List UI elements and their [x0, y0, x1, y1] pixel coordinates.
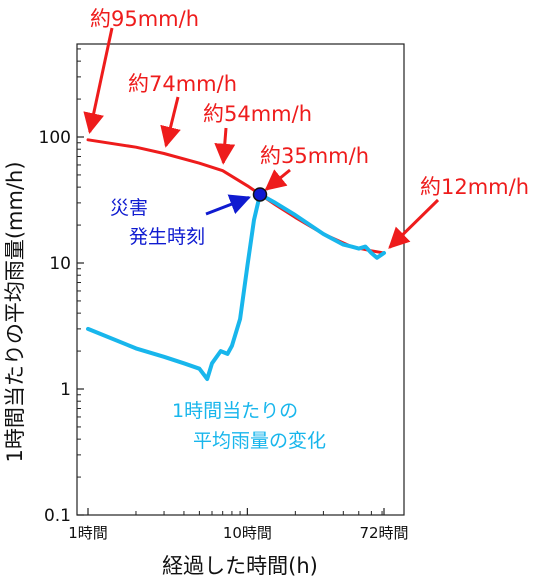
- y-tick-label: 10: [49, 254, 71, 274]
- annotation-arrow: [214, 127, 236, 165]
- series-label: 平均雨量の変化: [193, 430, 326, 452]
- annotation-label: 約12mm/h: [420, 175, 529, 199]
- y-tick-label: 100: [39, 128, 71, 148]
- series-line-blue: [86, 192, 386, 381]
- axes: 0.1 1 10 100 1時間 10時間 72時間: [39, 48, 409, 542]
- x-tick-label: 72時間: [359, 524, 408, 542]
- event-marker: [252, 187, 268, 202]
- annotation-arrow: [83, 27, 114, 135]
- annotation-label: 約95mm/h: [90, 7, 199, 31]
- annotation-arrow: [160, 96, 181, 148]
- y-tick-label: 1: [60, 380, 71, 400]
- event-label: 発生時刻: [129, 226, 205, 248]
- annotations: 約95mm/h 約74mm/h 約54mm/h 約35mm/h 約12mm/h 災害発生時…: [83, 7, 529, 452]
- annotation-label: 約54mm/h: [203, 102, 312, 126]
- annotation-label: 約35mm/h: [260, 144, 369, 168]
- annotation-label: 約74mm/h: [128, 72, 237, 96]
- series-lines: [86, 138, 386, 381]
- annotation-arrow: [388, 198, 440, 249]
- event-label: 災害: [110, 197, 148, 219]
- x-tick-label: 10時間: [223, 524, 272, 542]
- x-axis-label: 経過した時間(h): [162, 554, 318, 578]
- y-axis-label: 1時間当たりの平均雨量(mm/h): [3, 161, 27, 462]
- y-tick-label: 0.1: [44, 506, 71, 526]
- event-arrow: [205, 194, 251, 216]
- annotation-arrow: [264, 168, 291, 191]
- series-label: 1時間当たりの: [172, 400, 298, 422]
- x-tick-label: 1時間: [68, 524, 108, 542]
